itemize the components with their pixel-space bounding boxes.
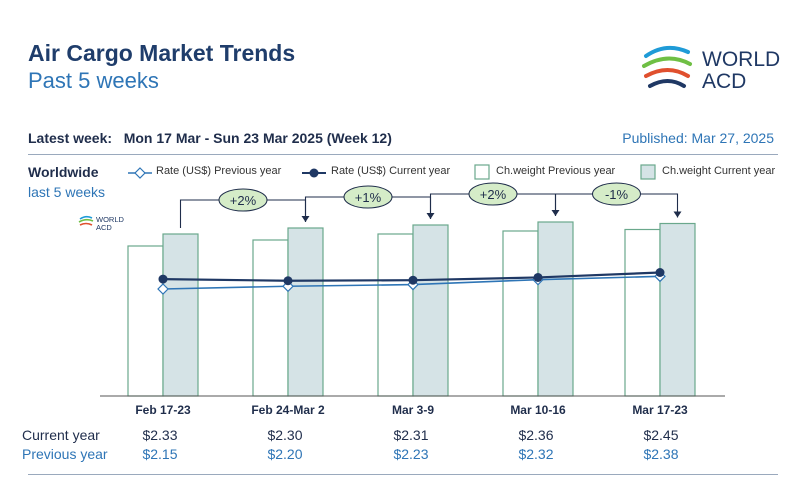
change-badge bbox=[218, 188, 268, 212]
latest-week: Latest week: Mon 17 Mar - Sun 23 Mar 202… bbox=[28, 130, 392, 146]
logo-text-world: WORLD bbox=[702, 48, 780, 71]
legend-cw-curr-icon bbox=[640, 164, 656, 180]
rate-current-value: $2.31 bbox=[393, 427, 429, 443]
rate-current-value: $2.30 bbox=[267, 427, 303, 443]
rate-previous-value: $2.38 bbox=[643, 446, 679, 462]
published-date: Published: Mar 27, 2025 bbox=[622, 130, 774, 146]
legend-rate-curr: Rate (US$) Current year bbox=[331, 165, 451, 177]
legend-cw-prev-icon bbox=[474, 164, 490, 180]
bar-chweight-current bbox=[412, 224, 449, 397]
point-rate-current bbox=[408, 275, 418, 285]
x-tick-label: Feb 24-Mar 2 bbox=[251, 403, 325, 417]
change-badge-label: +1% bbox=[355, 190, 382, 205]
legend-rate-prev-icon bbox=[128, 167, 152, 179]
bar-chweight-current bbox=[659, 222, 696, 397]
point-rate-current bbox=[533, 272, 543, 282]
logo-swirl-icon bbox=[642, 45, 692, 88]
change-badge bbox=[343, 185, 393, 209]
world-acd-logo: WORLD ACD bbox=[642, 45, 780, 93]
page-title: Air Cargo Market Trends bbox=[28, 40, 296, 66]
bar-chweight-previous bbox=[252, 239, 289, 397]
legend-rate-curr-icon bbox=[302, 168, 326, 178]
rate-previous-value: $2.20 bbox=[267, 446, 303, 462]
current-year-label: Current year bbox=[22, 427, 100, 443]
change-arrowhead bbox=[673, 211, 682, 218]
x-tick-label: Mar 17-23 bbox=[632, 403, 688, 417]
legend-rate-prev: Rate (US$) Previous year bbox=[156, 165, 282, 177]
bar-chweight-current bbox=[162, 233, 199, 397]
x-tick-label: Feb 17-23 bbox=[135, 403, 191, 417]
divider-top bbox=[28, 154, 778, 155]
point-rate-current bbox=[283, 276, 293, 286]
divider-bottom bbox=[28, 474, 778, 475]
bar-chweight-previous bbox=[377, 233, 414, 397]
region-sublabel: last 5 weeks bbox=[28, 184, 106, 200]
rate-current-value: $2.33 bbox=[142, 427, 178, 443]
change-badge bbox=[468, 182, 518, 206]
point-rate-previous bbox=[157, 283, 169, 295]
x-tick-label: Mar 3-9 bbox=[392, 403, 434, 417]
change-badge-label: +2% bbox=[230, 193, 257, 208]
rate-previous-value: $2.23 bbox=[393, 446, 429, 462]
bar-chweight-previous bbox=[502, 230, 539, 397]
region-label: Worldwide bbox=[28, 164, 99, 180]
bar-chweight-previous bbox=[624, 228, 661, 397]
small-logo-world: WORLD bbox=[96, 215, 125, 224]
change-badge-label: -1% bbox=[605, 187, 629, 202]
logo-text-acd: ACD bbox=[702, 70, 746, 93]
bar-chweight-current bbox=[287, 227, 324, 397]
rate-previous-value: $2.15 bbox=[142, 446, 178, 462]
rate-current-value: $2.36 bbox=[518, 427, 554, 443]
legend-cw-curr: Ch.weight Current year bbox=[662, 165, 776, 177]
previous-year-label: Previous year bbox=[22, 446, 108, 462]
bar-chweight-current bbox=[537, 221, 574, 397]
point-rate-current bbox=[158, 274, 168, 284]
rate-current-value: $2.45 bbox=[643, 427, 679, 443]
change-badge-label: +2% bbox=[480, 187, 507, 202]
change-badge bbox=[592, 182, 641, 206]
rate-previous-value: $2.32 bbox=[518, 446, 554, 462]
bar-chweight-previous bbox=[127, 245, 164, 397]
x-tick-label: Mar 10-16 bbox=[510, 403, 566, 417]
page-subtitle: Past 5 weeks bbox=[28, 68, 159, 93]
small-logo-acd: ACD bbox=[96, 223, 112, 232]
legend-cw-prev: Ch.weight Previous year bbox=[496, 165, 616, 177]
small-world-acd-logo: WORLD ACD bbox=[78, 215, 125, 232]
point-rate-current bbox=[655, 268, 665, 277]
